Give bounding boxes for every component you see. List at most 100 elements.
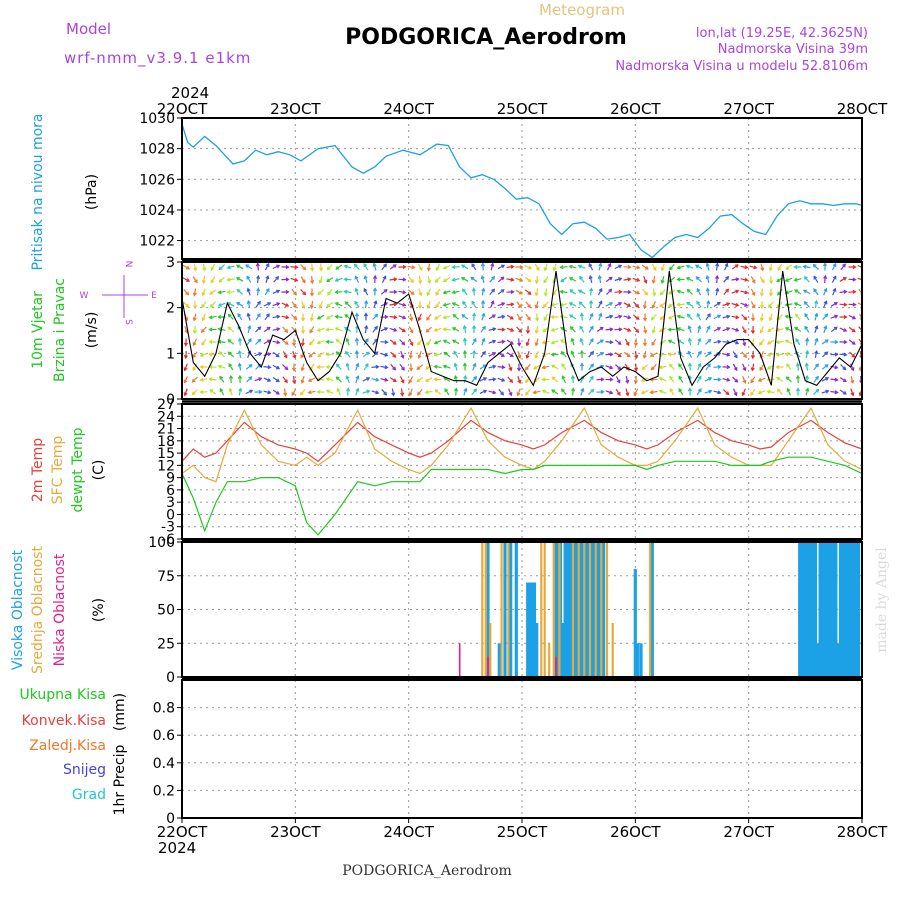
wind-arrow-head bbox=[266, 313, 270, 318]
wind-arrow bbox=[301, 301, 305, 308]
wind-arrow-head bbox=[246, 299, 251, 305]
wind-arrow bbox=[850, 363, 854, 371]
wind-arrow-head bbox=[644, 266, 649, 270]
wind-arrow-head bbox=[257, 363, 262, 368]
wind-arrow-head bbox=[372, 262, 377, 267]
wind-arrow bbox=[480, 351, 486, 358]
wind-arrow bbox=[290, 277, 298, 282]
low-cloud-bar bbox=[487, 656, 489, 678]
wind-arrow-head bbox=[392, 366, 397, 371]
wind-arrow bbox=[596, 327, 604, 332]
wind-arrow-head bbox=[627, 289, 632, 295]
wind-arrow-head bbox=[325, 339, 330, 344]
wind-arrow-head bbox=[344, 314, 349, 318]
dewpoint-line bbox=[181, 456, 863, 536]
wind-arrow bbox=[380, 289, 388, 295]
wind-arrow-head bbox=[834, 390, 839, 395]
wind-arrow-head bbox=[804, 362, 809, 367]
wind-arrow-head bbox=[751, 279, 756, 284]
y-tick-label: 18 bbox=[157, 434, 175, 450]
wind-arrow bbox=[823, 326, 827, 333]
high-cloud-bar bbox=[827, 542, 831, 677]
wind-arrow-head bbox=[805, 337, 810, 342]
wind-arrow-head bbox=[354, 337, 359, 342]
wind-arrow-head bbox=[726, 352, 731, 357]
wind-arrow bbox=[715, 263, 719, 271]
wind-speed-line bbox=[181, 271, 863, 387]
wind-arrow-head bbox=[784, 302, 789, 307]
model-name: wrf-nmm_v3.9.1 e1km bbox=[64, 49, 251, 68]
wind-arrow-head bbox=[246, 275, 251, 280]
wind-arrow bbox=[614, 302, 622, 307]
wind-arrow bbox=[785, 339, 793, 345]
wind-arrow-head bbox=[686, 301, 691, 306]
wind-arrow-head bbox=[451, 290, 456, 295]
wind-arrow-head bbox=[767, 340, 772, 345]
wind-arrow-head bbox=[183, 355, 188, 360]
y-tick-label: 0.6 bbox=[153, 728, 175, 744]
wind-arrow bbox=[281, 302, 289, 307]
wind-arrow bbox=[497, 289, 505, 295]
wind-arrow bbox=[418, 275, 422, 284]
y-tick-label: 1026 bbox=[139, 172, 175, 188]
wind-arrow-head bbox=[510, 289, 515, 294]
wind-arrow-head bbox=[651, 329, 656, 335]
wind-arrow-head bbox=[627, 303, 632, 307]
high-cloud-bar bbox=[579, 542, 583, 677]
wind-arrow-head bbox=[490, 300, 495, 305]
wind-arrow-head bbox=[794, 313, 799, 318]
wind-arrow-head bbox=[753, 265, 758, 270]
wind-arrow bbox=[840, 263, 846, 271]
wind-arrow bbox=[614, 264, 622, 270]
wind-arrow-head bbox=[363, 312, 369, 317]
wind-arrow bbox=[193, 338, 197, 346]
wind-arrow-head bbox=[461, 314, 466, 318]
wind-arrow-head bbox=[735, 315, 740, 320]
high-cloud-bar bbox=[807, 542, 811, 677]
wind-arrow-head bbox=[276, 365, 281, 370]
wind-arrow bbox=[409, 313, 413, 321]
wind-arrow bbox=[750, 276, 756, 283]
wind-arrow-head bbox=[384, 377, 389, 382]
wind-arrow-head bbox=[410, 279, 414, 284]
wind-arrow-head bbox=[402, 277, 407, 282]
wind-arrow-head bbox=[335, 363, 340, 368]
wind-arrow-head bbox=[734, 378, 739, 383]
wind-arrow bbox=[705, 326, 711, 333]
wind-arrow bbox=[292, 351, 296, 358]
wind-arrow bbox=[380, 327, 388, 332]
high-cloud-bar bbox=[526, 582, 530, 677]
wind-arrow-head bbox=[354, 275, 359, 280]
wind-arrow-head bbox=[235, 277, 240, 281]
wind-arrow-head bbox=[393, 327, 398, 332]
wind-arrow-head bbox=[384, 365, 389, 370]
wind-arrow-head bbox=[462, 300, 466, 305]
wind-arrow-head bbox=[644, 291, 648, 296]
wind-arrow-head bbox=[236, 288, 241, 293]
wind-arrow-head bbox=[851, 353, 856, 358]
wind-arrow-head bbox=[418, 292, 423, 297]
wind-arrow-head bbox=[635, 303, 640, 308]
wind-arrow-head bbox=[716, 301, 721, 306]
wind-arrow-head bbox=[325, 364, 330, 369]
wind-arrow-head bbox=[363, 274, 368, 280]
wind-arrow-head bbox=[383, 288, 388, 293]
wind-arrow-head bbox=[365, 351, 370, 356]
wind-arrow bbox=[408, 276, 414, 283]
temp-label-dewpt: dewpt Temp bbox=[70, 427, 86, 512]
wind-arrow-head bbox=[850, 379, 855, 385]
wind-arrow bbox=[463, 375, 467, 384]
wind-arrow-head bbox=[735, 340, 740, 345]
wind-arrow-head bbox=[417, 354, 422, 359]
time-axis-bottom: 22OCT 23OCT 24OCT 25OCT 26OCT 27OCT 28OCT bbox=[157, 818, 888, 841]
wind-arrow-head bbox=[598, 300, 603, 305]
wind-arrow-head bbox=[401, 366, 405, 371]
wind-arrow-head bbox=[696, 287, 701, 292]
wind-arrow-head bbox=[492, 364, 497, 369]
wind-arrow-head bbox=[461, 277, 465, 281]
wind-arrow bbox=[488, 352, 496, 357]
wind-arrow bbox=[741, 326, 747, 333]
wind-arrow-head bbox=[183, 342, 188, 347]
wind-arrow-head bbox=[355, 375, 360, 380]
wind-arrow-head bbox=[561, 375, 566, 380]
